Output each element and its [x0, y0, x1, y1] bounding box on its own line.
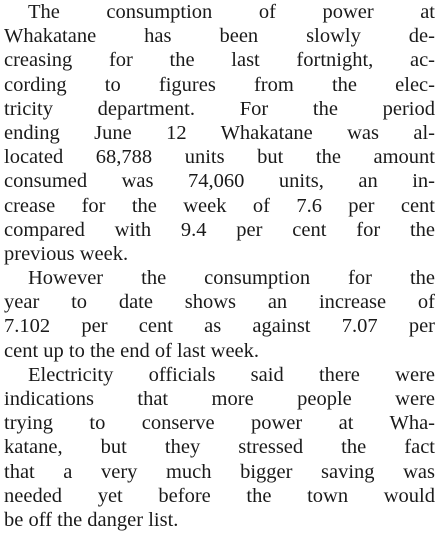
- text-line: year to date shows an increase of: [4, 291, 435, 314]
- text-line: Electricity officials said there were: [28, 363, 435, 386]
- paragraph: However the consumption for the year to d…: [4, 266, 435, 363]
- text-line: The consumption of power at: [28, 1, 435, 23]
- text-line: indications that more people were: [4, 388, 435, 410]
- text-line: located 68,788 units but the amount: [4, 146, 435, 169]
- text-line: cent up to the end of last week.: [4, 339, 260, 362]
- text-line: tricity department. For the period: [4, 97, 435, 120]
- paragraph: The consumption of power at Whakatane has…: [4, 0, 435, 266]
- text-line: crease for the week of 7.6 per cent: [4, 194, 435, 217]
- text-line: 7.102 per cent as against 7.07 per: [4, 315, 435, 338]
- text-line: However the consumption for the: [28, 267, 435, 290]
- text-line: needed yet before the town would: [4, 484, 435, 507]
- text-line: cording to figures from the elec-: [4, 73, 435, 96]
- paragraph: Electricity officials said there were ind…: [4, 363, 435, 532]
- text-line: Whakatane has been slowly de-: [4, 25, 435, 48]
- text-line: trying to conserve power at Wha-: [4, 412, 435, 435]
- text-line: that a very much bigger saving was: [4, 460, 435, 483]
- text-line: compared with 9.4 per cent for the: [4, 218, 435, 241]
- text-line: consumed was 74,060 units, an in-: [4, 170, 435, 193]
- text-line: katane, but they stressed the fact: [4, 436, 435, 459]
- text-line: be off the danger list.: [4, 508, 179, 531]
- text-line: ending June 12 Whakatane was al-: [4, 121, 435, 144]
- text-line: creasing for the last fortnight, ac-: [4, 49, 435, 72]
- article: The consumption of power at Whakatane has…: [4, 0, 435, 532]
- text-line: previous week.: [4, 242, 129, 265]
